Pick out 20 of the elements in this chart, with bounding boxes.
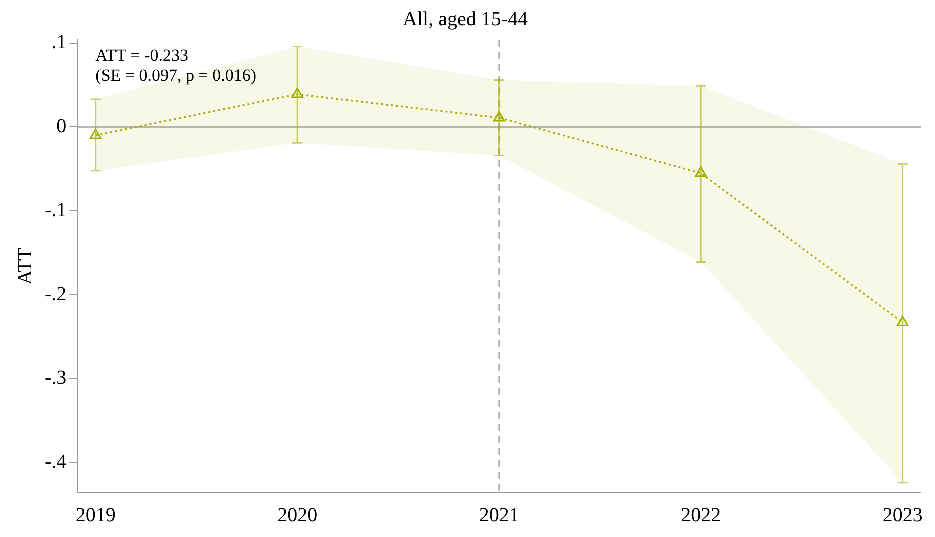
x-tick-label: 2019 xyxy=(76,504,116,526)
y-tick-label: 0 xyxy=(56,115,67,138)
y-tick-label: -.4 xyxy=(44,451,67,474)
point xyxy=(695,166,708,178)
chart-title: All, aged 15-44 xyxy=(403,8,528,30)
point xyxy=(292,88,304,98)
y-axis-title: ATT xyxy=(14,248,36,285)
annotation: ATT = -0.233 xyxy=(96,46,189,65)
x-tick-label: 2023 xyxy=(882,504,923,526)
y-tick-label: -.2 xyxy=(44,283,67,306)
point xyxy=(90,128,102,140)
y-tick-label: -.1 xyxy=(44,199,67,222)
x-tick-label: 2022 xyxy=(681,504,722,526)
x-tick-label: 2020 xyxy=(278,504,318,526)
point xyxy=(493,111,506,122)
point xyxy=(896,316,909,326)
y-tick-label: .1 xyxy=(52,32,67,54)
y-tick-label: -.3 xyxy=(44,367,67,390)
x-tick-label: 2021 xyxy=(479,504,520,526)
annotation: (SE = 0.097, p = 0.016) xyxy=(96,66,257,85)
